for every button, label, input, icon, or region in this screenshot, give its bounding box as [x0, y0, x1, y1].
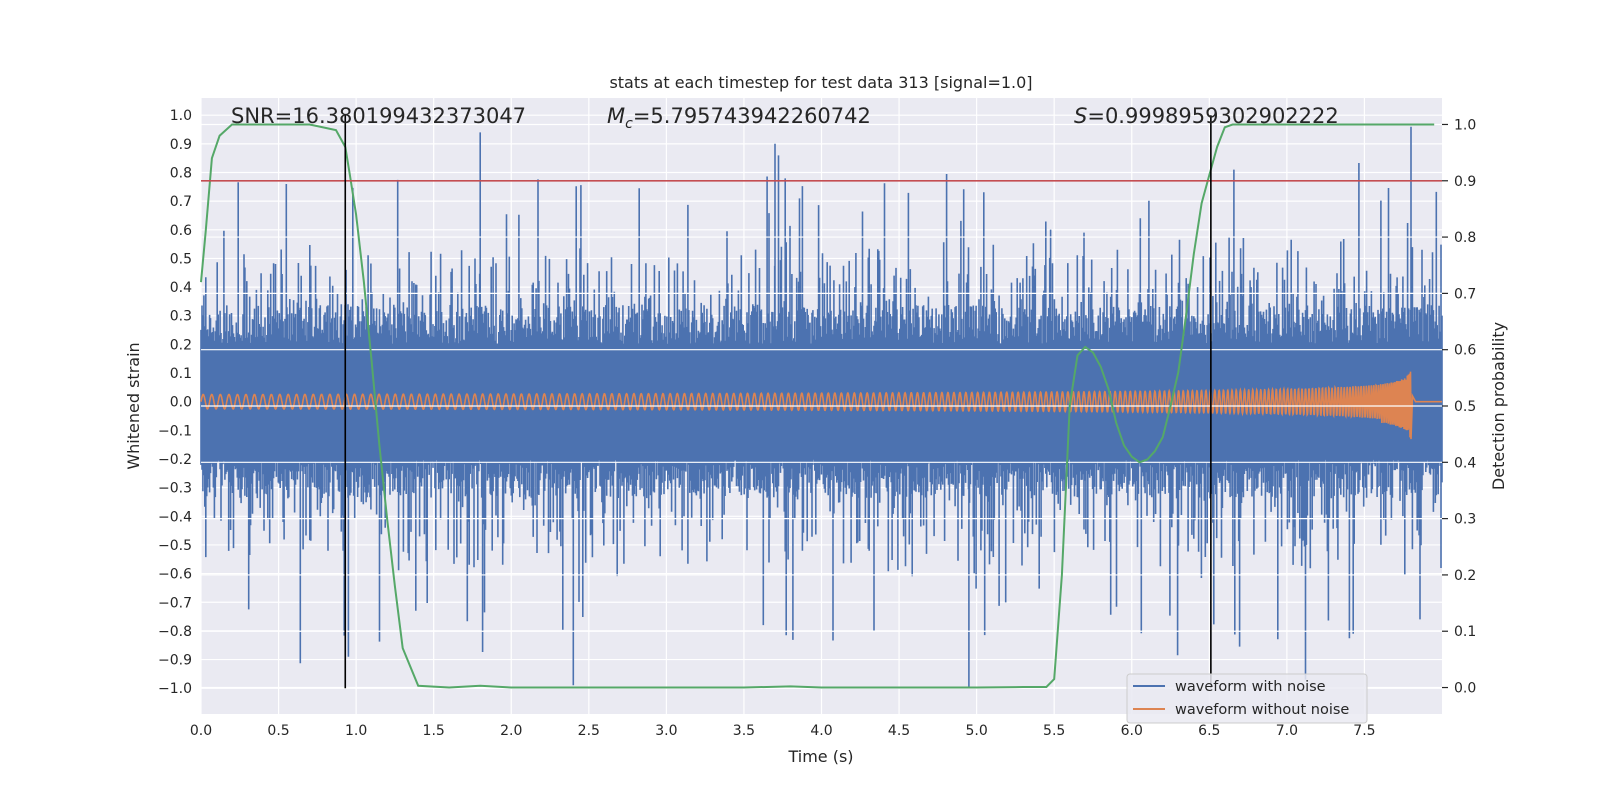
y-tick-label: −0.9 [158, 653, 192, 669]
x-tick-label: 1.5 [423, 723, 445, 739]
y2-tick-label: 0.6 [1454, 343, 1476, 359]
y-tick-label: 0.4 [170, 280, 192, 296]
y-tick-label: −0.3 [158, 481, 192, 497]
y-tick-label: 0.9 [170, 137, 192, 153]
chart-title: stats at each timestep for test data 313… [609, 73, 1032, 92]
chirp-mass-subscript: c [625, 116, 633, 132]
y2-tick-label: 0.9 [1454, 174, 1476, 190]
x-tick-label: 7.5 [1353, 723, 1375, 739]
y-tick-label: 0.5 [170, 251, 192, 267]
y-tick-label: −0.4 [158, 509, 192, 525]
y-tick-label: −1.0 [158, 681, 192, 697]
y2-tick-label: 0.3 [1454, 512, 1476, 528]
legend-label-noise: waveform with noise [1175, 679, 1326, 695]
x-tick-label: 0.0 [190, 723, 212, 739]
y-tick-label: 1.0 [170, 108, 192, 124]
score-value: =0.9998959302902222 [1087, 104, 1338, 128]
series-waveform-without-noise [200, 371, 1442, 440]
tick-labels: 0.0 0.5 1.0 1.5 2.0 2.5 3.0 3.5 4.0 4.5 5.0 5.5 6.0 6… [158, 108, 1476, 739]
x-tick-label: 5.0 [965, 723, 987, 739]
score-annotation: S=0.9998959302902222 [1074, 104, 1339, 128]
y2-tick-label: 0.1 [1454, 624, 1476, 640]
legend: waveform with noise waveform without noi… [1126, 673, 1368, 724]
reference-lines [201, 115, 1442, 689]
clean-waveform-line [200, 371, 1442, 440]
x-tick-label: 3.5 [733, 723, 755, 739]
x-tick-label: 6.5 [1198, 723, 1220, 739]
y-tick-label: 0.8 [170, 165, 192, 181]
y-tick-label: 0.3 [170, 309, 192, 325]
y-tick-label: 0.2 [170, 337, 192, 353]
score-symbol: S [1074, 104, 1087, 128]
y2-tick-label: 0.5 [1454, 399, 1476, 415]
y-tick-label: −0.6 [158, 567, 192, 583]
chirp-mass-annotation: Mc=5.795743942260742 [607, 104, 871, 132]
y2-tick-label: 0.4 [1454, 455, 1476, 471]
legend-box [1126, 673, 1368, 724]
x-tick-label: 6.0 [1121, 723, 1143, 739]
x-tick-label: 0.5 [267, 723, 289, 739]
y-tick-label: 0.0 [170, 395, 192, 411]
y-tick-label: −0.2 [158, 452, 192, 468]
x-tick-label: 1.0 [345, 723, 367, 739]
y-axis-label: Whitened strain [124, 342, 143, 469]
y-tick-label: 0.6 [170, 223, 192, 239]
y2-tick-label: 0.0 [1454, 681, 1476, 697]
y2-tick-label: 0.2 [1454, 568, 1476, 584]
chirp-mass-value: =5.795743942260742 [633, 104, 871, 128]
y-tick-label: −0.5 [158, 538, 192, 554]
x-tick-label: 2.0 [500, 723, 522, 739]
y2-tick-label: 1.0 [1454, 117, 1476, 133]
x-tick-label: 4.5 [888, 723, 910, 739]
series-detection-probability [200, 123, 1435, 689]
y-tick-label: 0.7 [170, 194, 192, 210]
y2-axis-label: Detection probability [1489, 322, 1508, 490]
y-tick-label: −0.1 [158, 423, 192, 439]
detection-probability-line [200, 123, 1435, 689]
x-tick-label: 2.5 [578, 723, 600, 739]
x-tick-label: 7.0 [1276, 723, 1298, 739]
y-tick-label: −0.7 [158, 595, 192, 611]
legend-label-clean: waveform without noise [1175, 702, 1349, 718]
x-axis-label: Time (s) [787, 747, 853, 766]
y-tick-label: −0.8 [158, 624, 192, 640]
x-tick-label: 4.0 [810, 723, 832, 739]
x-tick-label: 5.5 [1043, 723, 1065, 739]
chirp-mass-symbol: M [607, 104, 625, 128]
snr-annotation: SNR=16.380199432373047 [231, 104, 526, 128]
y2-tick-label: 0.8 [1454, 230, 1476, 246]
y-tick-label: 0.1 [170, 366, 192, 382]
y2-tick-label: 0.7 [1454, 286, 1476, 302]
x-tick-label: 3.0 [655, 723, 677, 739]
